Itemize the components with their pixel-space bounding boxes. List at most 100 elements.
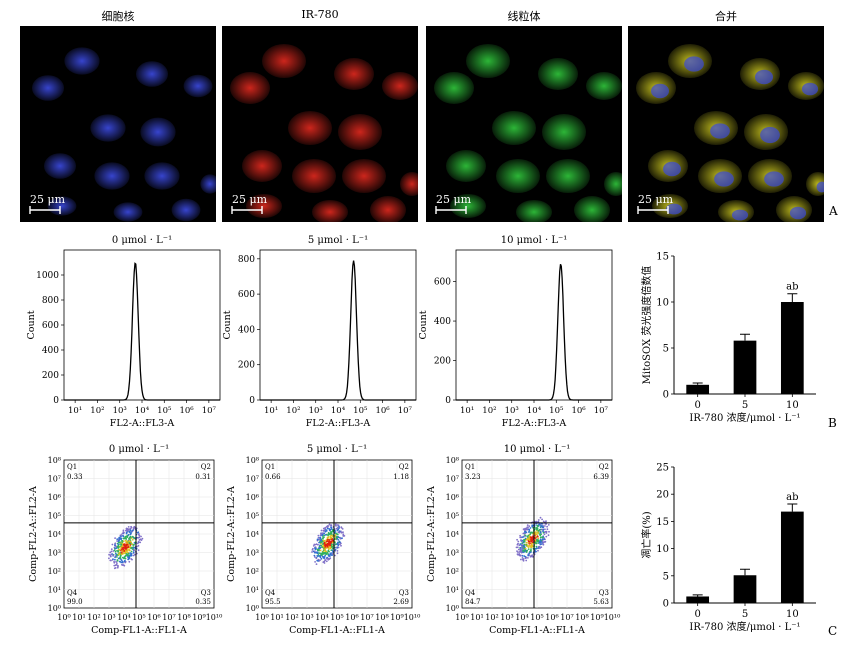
y-tick-label: 0	[53, 396, 59, 406]
y-axis-label: 凋亡率(%)	[640, 511, 653, 558]
x-tick-label: 10²	[286, 406, 300, 416]
cell-8	[342, 159, 386, 193]
x-tick-label: 10⁹	[590, 613, 604, 622]
scale-bar-label: 25 μm	[638, 193, 674, 206]
x-tick-label: 10⁷	[560, 613, 573, 622]
cell-9	[400, 172, 418, 196]
x-axis-label: IR-780 浓度/μmol · L⁻¹	[689, 620, 800, 633]
y-axis-label: Comp-FL2-A::FL2-A	[426, 486, 437, 582]
y-tick-label: 10⁶	[48, 493, 61, 502]
cell-4	[492, 111, 536, 145]
nucleus-overlay-2	[755, 69, 773, 85]
y-tick-label: 5	[663, 571, 669, 582]
scale-bar-label: 25 μm	[436, 193, 472, 206]
cell-1	[64, 47, 100, 75]
x-tick-label: 10⁴	[117, 613, 130, 622]
dot-plot-title: 10 μmol · L⁻¹	[504, 444, 571, 455]
cell-2	[538, 58, 578, 90]
cell-11	[113, 202, 143, 222]
x-tick-label: 10⁸	[575, 613, 588, 622]
panel-letter-c: C	[828, 624, 838, 638]
x-tick-label: 5	[742, 609, 748, 620]
y-tick-label: 10²	[48, 567, 61, 576]
quadrant-name-q4: Q4	[67, 589, 78, 597]
y-tick-label: 10³	[246, 549, 259, 558]
nucleus-overlay-8	[764, 171, 784, 187]
histogram-frame	[259, 249, 417, 401]
y-tick-label: 10²	[446, 567, 459, 576]
cell-1	[262, 44, 306, 78]
x-tick-label: 10⁵	[157, 406, 172, 416]
x-tick-label: 10⁹	[192, 613, 206, 622]
x-tick-label: 10³	[309, 406, 323, 416]
quadrant-name-q1: Q1	[67, 463, 77, 471]
cell-7	[292, 159, 336, 193]
x-tick-label: 10⁴	[315, 613, 328, 622]
y-tick-label: 10	[656, 298, 669, 309]
y-tick-label: 10³	[48, 549, 61, 558]
micrograph-2: 25 μm	[426, 26, 622, 222]
y-tick-label: 10⁵	[48, 512, 61, 521]
nucleus-overlay-6	[663, 161, 681, 177]
micrograph-0: 25 μm	[20, 26, 216, 222]
x-tick-label: 10⁰	[57, 613, 70, 622]
y-tick-label: 200	[434, 357, 451, 367]
x-tick-label: 10⁴	[135, 406, 150, 416]
x-tick-label: 10¹⁰	[404, 613, 421, 622]
quadrant-value-q1: 3.23	[465, 473, 481, 481]
cell-11	[516, 200, 552, 222]
cell-10	[47, 196, 77, 216]
significance-label: ab	[786, 492, 798, 503]
y-tick-label: 600	[42, 321, 59, 331]
quadrant-value-q4: 99.0	[67, 598, 83, 606]
x-tick-label: 10⁷	[398, 406, 413, 416]
cell-2	[136, 61, 168, 87]
quadrant-value-q4: 95.5	[265, 598, 281, 606]
x-tick-label: 10⁷	[360, 613, 373, 622]
y-tick-label: 10⁴	[48, 530, 61, 539]
error-bar-0	[692, 594, 703, 597]
quadrant-name-q2: Q2	[399, 463, 409, 471]
x-tick-label: 10²	[285, 613, 298, 622]
y-tick-label: 10	[656, 544, 669, 555]
quadrant-name-q1: Q1	[265, 463, 275, 471]
x-tick-label: 10⁶	[345, 613, 358, 622]
y-tick-label: 10⁸	[446, 456, 459, 465]
y-tick-label: 10³	[446, 549, 459, 558]
x-tick-label: 10⁵	[530, 613, 543, 622]
micro-title-1: IR-780	[301, 8, 339, 21]
panel-letter-a: A	[829, 204, 838, 218]
x-tick-label: 10¹⁰	[206, 613, 223, 622]
y-tick-label: 15	[656, 517, 669, 528]
x-axis-label: Comp-FL1-A::FL1-A	[91, 625, 187, 636]
x-tick-label: 10⁶	[147, 613, 160, 622]
y-tick-label: 200	[238, 361, 255, 371]
x-tick-label: 0	[694, 609, 700, 620]
quadrant-name-q4: Q4	[265, 589, 276, 597]
x-tick-label: 10⁴	[331, 406, 346, 416]
nucleus-overlay-0	[651, 83, 669, 99]
x-tick-label: 10³	[500, 613, 513, 622]
y-tick-label: 10⁰	[446, 604, 459, 613]
histogram-title: 5 μmol · L⁻¹	[308, 235, 368, 246]
y-tick-label: 10⁴	[246, 530, 259, 539]
y-tick-label: 10⁰	[246, 604, 259, 613]
quadrant-value-q3: 0.35	[195, 598, 211, 606]
histogram-title: 0 μmol · L⁻¹	[112, 235, 172, 246]
error-bar-0	[692, 382, 703, 385]
cell-6	[242, 150, 282, 182]
quadrant-value-q3: 2.69	[393, 598, 409, 606]
cell-5	[140, 117, 176, 147]
cell-7	[496, 159, 540, 193]
y-tick-label: 5	[663, 344, 669, 355]
y-tick-label: 10⁶	[246, 493, 259, 502]
x-tick-label: 10⁶	[571, 406, 586, 416]
x-tick-label: 10³	[300, 613, 313, 622]
quadrant-name-q3: Q3	[201, 589, 211, 597]
bar-0	[686, 596, 710, 603]
y-axis-label: Count	[418, 310, 429, 339]
bar-10	[780, 511, 804, 603]
x-tick-label: 10⁵	[330, 613, 343, 622]
y-tick-label: 10¹	[446, 586, 459, 595]
x-tick-label: 10⁷	[162, 613, 175, 622]
